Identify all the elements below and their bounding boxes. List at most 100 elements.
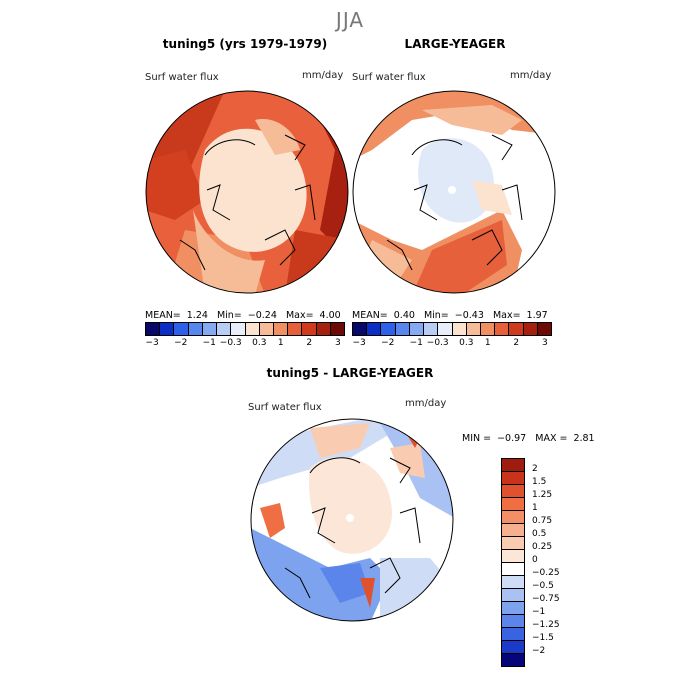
colorbar-swatch <box>537 323 552 335</box>
colorbar-swatch <box>367 323 382 335</box>
right-stats: MEAN= 0.40 Min= −0.43 Max= 1.97 <box>352 310 554 321</box>
colorbar-swatch <box>452 323 467 335</box>
right-polar-map <box>352 90 556 294</box>
colorbar-swatch <box>466 323 481 335</box>
left-colorbar-swatches <box>145 322 345 336</box>
right-mean-label: MEAN= <box>352 310 388 321</box>
colorbar-swatch <box>174 323 189 335</box>
left-min-value: −0.24 <box>247 310 277 321</box>
left-mean-value: 1.24 <box>186 310 208 321</box>
colorbar-swatch <box>502 550 524 563</box>
colorbar-level-label: 0.25 <box>532 542 553 552</box>
colorbar-tick-label: 3 <box>541 338 548 348</box>
colorbar-tick-label: 1 <box>277 338 284 348</box>
season-title: JJA <box>335 8 365 32</box>
right-units-label: mm/day <box>510 70 552 81</box>
colorbar-swatch <box>502 459 524 472</box>
colorbar-swatch <box>502 576 524 589</box>
right-colorbar-ticks: −3 −2 −1 −0.3 0.3 1 2 3 <box>352 336 552 348</box>
diff-panel-title: tuning5 - LARGE-YEAGER <box>266 366 434 380</box>
colorbar-swatch <box>330 323 345 335</box>
colorbar-swatch <box>302 323 317 335</box>
colorbar-level-label: −0.75 <box>532 594 560 604</box>
colorbar-swatch <box>480 323 496 335</box>
colorbar-tick-label: 0.3 <box>252 338 267 348</box>
colorbar-level-label: 2 <box>532 464 538 474</box>
right-colorbar: −3 −2 −1 −0.3 0.3 1 2 3 <box>352 322 552 348</box>
colorbar-tick-label: 1 <box>484 338 491 348</box>
colorbar-swatch <box>353 323 368 335</box>
colorbar-level-label: −1.25 <box>532 620 560 630</box>
diff-colorbar <box>501 458 525 667</box>
left-colorbar: −3 −2 −1 −0.3 0.3 1 2 3 <box>145 322 345 348</box>
colorbar-swatch <box>259 323 274 335</box>
left-panel-title: tuning5 (yrs 1979-1979) <box>162 37 328 51</box>
right-variable-label: Surf water flux <box>352 72 426 83</box>
colorbar-swatch <box>502 472 524 485</box>
colorbar-level-label: 0.75 <box>532 516 553 526</box>
colorbar-level-label: −1.5 <box>532 633 554 643</box>
colorbar-swatch <box>231 323 246 335</box>
diff-variable-label: Surf water flux <box>248 402 322 413</box>
diff-max-value: 2.81 <box>573 433 595 444</box>
colorbar-level-label: −0.5 <box>532 581 554 591</box>
colorbar-swatch <box>502 524 524 537</box>
left-stats: MEAN= 1.24 Min= −0.24 Max= 4.00 <box>145 310 347 321</box>
left-colorbar-ticks: −3 −2 −1 −0.3 0.3 1 2 3 <box>145 336 345 348</box>
colorbar-swatch <box>202 323 218 335</box>
left-variable-label: Surf water flux <box>145 72 219 83</box>
colorbar-swatch <box>502 485 524 498</box>
colorbar-tick-label: −3 <box>352 338 366 348</box>
colorbar-tick-label: −1 <box>202 338 216 348</box>
colorbar-swatch <box>273 323 289 335</box>
colorbar-tick-label: 2 <box>306 338 313 348</box>
colorbar-tick-label: 3 <box>334 338 341 348</box>
colorbar-tick-label: −2 <box>174 338 188 348</box>
colorbar-swatch <box>502 654 524 666</box>
diff-max-label: MAX = <box>535 433 568 444</box>
colorbar-swatch <box>217 323 232 335</box>
colorbar-level-label: 1 <box>532 503 538 513</box>
right-colorbar-swatches <box>352 322 552 336</box>
left-max-label: Max= <box>285 310 314 321</box>
right-mean-value: 0.40 <box>393 310 415 321</box>
right-max-label: Max= <box>492 310 521 321</box>
colorbar-tick-label: 2 <box>513 338 520 348</box>
colorbar-tick-label: −2 <box>381 338 395 348</box>
right-max-value: 1.97 <box>526 310 548 321</box>
diff-min-label: MIN = <box>462 433 492 444</box>
colorbar-level-label: 0.5 <box>532 529 547 539</box>
colorbar-swatch <box>502 602 524 615</box>
colorbar-swatch <box>502 563 524 576</box>
colorbar-swatch <box>509 323 524 335</box>
left-max-value: 4.00 <box>319 310 341 321</box>
colorbar-tick-label: −1 <box>409 338 423 348</box>
colorbar-level-label: 1.25 <box>532 490 553 500</box>
colorbar-swatch <box>502 615 524 628</box>
colorbar-swatch <box>438 323 453 335</box>
diff-min-value: −0.97 <box>497 433 527 444</box>
colorbar-level-label: 0 <box>532 555 538 565</box>
colorbar-swatch <box>495 323 510 335</box>
colorbar-swatch <box>502 628 524 641</box>
left-polar-map <box>145 90 349 294</box>
colorbar-swatch <box>502 589 524 602</box>
colorbar-swatch <box>502 511 524 524</box>
colorbar-tick-label: −0.3 <box>219 338 242 348</box>
colorbar-tick-label: −3 <box>145 338 159 348</box>
colorbar-swatch <box>160 323 175 335</box>
diff-units-label: mm/day <box>405 398 447 409</box>
colorbar-level-label: −1 <box>532 607 546 617</box>
left-min-label: Min= <box>216 310 242 321</box>
colorbar-swatch <box>188 323 203 335</box>
right-panel-title: LARGE-YEAGER <box>404 37 506 51</box>
colorbar-level-label: −0.25 <box>532 568 560 578</box>
colorbar-swatch <box>502 641 524 654</box>
diff-colorbar-labels: 2 1.5 1.25 1 0.75 0.5 0.25 0 −0.25 −0.5 −0.75 −1 −1.… <box>532 458 572 656</box>
colorbar-swatch <box>395 323 410 335</box>
colorbar-tick-label: −0.3 <box>426 338 449 348</box>
right-min-label: Min= <box>423 310 449 321</box>
diff-polar-map <box>250 418 454 622</box>
left-units-label: mm/day <box>302 70 344 81</box>
colorbar-swatch <box>288 323 303 335</box>
